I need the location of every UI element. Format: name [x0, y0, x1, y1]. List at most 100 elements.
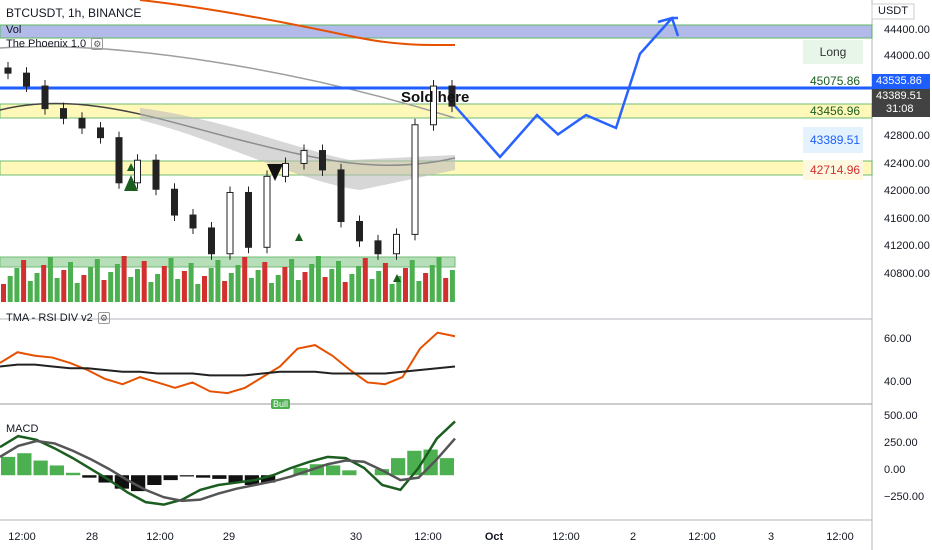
- macd-tick: 250.00: [884, 437, 918, 449]
- volume-bar: [449, 270, 455, 302]
- macd-tick: 500.00: [884, 410, 918, 422]
- candle-body: [97, 127, 104, 139]
- date-tick: 29: [222, 531, 236, 543]
- volume-bar: [195, 284, 201, 302]
- candle-body: [4, 67, 12, 74]
- volume-bar: [275, 275, 281, 302]
- volume-bar: [342, 282, 348, 302]
- macd-hist-bar: [163, 475, 178, 481]
- rsi-series-line: [0, 331, 456, 395]
- ema-red-line: [139, 0, 456, 47]
- lower-zone[interactable]: [0, 256, 456, 268]
- volume-bar: [322, 277, 328, 302]
- date-tick: 12:00: [8, 531, 36, 543]
- macd-hist-bar: [261, 475, 276, 483]
- volume-bar: [235, 265, 241, 302]
- current-price-tag-bg: [872, 89, 930, 117]
- volume-bar: [61, 270, 67, 302]
- date-tick: 2: [629, 531, 637, 543]
- price-tick: 42800.00: [884, 130, 930, 142]
- volume-bar: [47, 257, 53, 302]
- volume-bar: [101, 280, 107, 302]
- macd-hist-bar: [391, 458, 406, 476]
- macd-hist-bar: [212, 475, 227, 479]
- volume-bar: [135, 269, 140, 302]
- macd-hist-bar: [49, 465, 64, 476]
- macd-hist-bar: [293, 467, 308, 476]
- volume-bar: [155, 274, 161, 302]
- candle-body: [226, 191, 234, 255]
- rsi-bull-badge: Bull: [271, 399, 291, 409]
- volume-bar: [215, 260, 221, 302]
- high-price-tag-bg: [872, 74, 930, 90]
- macd-hist-bar: [179, 475, 194, 477]
- volume-bar: [315, 256, 321, 302]
- volume-bar: [81, 275, 87, 302]
- volume-bar: [168, 258, 174, 302]
- volume-bar: [255, 270, 261, 302]
- macd-hist-bar: [82, 475, 97, 478]
- macd-histogram: [1, 449, 454, 492]
- long-label: Long: [819, 45, 847, 59]
- price-tick: 44400.00: [884, 24, 930, 36]
- macd-line: [0, 420, 456, 506]
- volume-bar: [181, 271, 187, 302]
- date-tick: 3: [767, 531, 775, 543]
- level-4-label: 42714.96: [810, 163, 861, 177]
- macd-hist-bar: [228, 475, 243, 483]
- macd-hist-bar: [17, 453, 32, 476]
- volume-bar: [114, 264, 120, 302]
- volume-bar: [382, 263, 388, 302]
- volume-bar: [1, 284, 6, 302]
- level-1-label: 45075.86: [810, 74, 861, 88]
- rsi-smooth-line: [0, 363, 456, 377]
- currency-label: USDT: [878, 5, 908, 17]
- price-tick: 41600.00: [884, 213, 930, 225]
- macd-hist-bar: [439, 458, 454, 476]
- ribbon-cloud: [140, 108, 455, 190]
- date-tick: 12:00: [146, 531, 174, 543]
- level-box-3: [803, 127, 863, 153]
- candle-body: [411, 124, 419, 235]
- volume-bar: [27, 281, 33, 302]
- volume-bar: [403, 268, 408, 302]
- volume-bar: [416, 281, 422, 302]
- candle-body: [430, 85, 437, 126]
- volume-bar: [141, 261, 147, 302]
- volume-bar: [121, 256, 127, 302]
- volume-bar: [443, 278, 449, 302]
- volume-bar: [175, 279, 181, 302]
- projection-path[interactable]: [454, 16, 678, 159]
- candle-body: [263, 175, 271, 248]
- volume-bar: [376, 271, 382, 302]
- date-tick: 30: [349, 531, 363, 543]
- macd-hist-bar: [147, 475, 162, 485]
- candle-body: [282, 162, 289, 177]
- volume-bar: [349, 274, 355, 302]
- sold-here-annotation: Sold here: [401, 89, 470, 106]
- currency-tag-bg: [871, 3, 915, 20]
- indicator-label: The Phoenix 1.0 ⚙: [6, 38, 104, 50]
- volume-bar: [302, 272, 308, 302]
- settings-icon[interactable]: ⚙: [91, 38, 104, 50]
- macd-hist-bar: [66, 472, 81, 476]
- price-tick: 40800.00: [884, 268, 930, 280]
- volume-bar: [94, 259, 100, 302]
- date-tick: 12:00: [688, 531, 716, 543]
- settings-icon[interactable]: ⚙: [97, 312, 110, 324]
- long-box: [803, 40, 863, 64]
- price-tick: 41200.00: [884, 240, 930, 252]
- volume-bar: [128, 277, 134, 302]
- candles-group: [4, 61, 456, 260]
- volume-bar: [262, 262, 268, 302]
- date-tick: 12:00: [826, 531, 854, 543]
- macd-tick: −250.00: [884, 491, 925, 503]
- countdown-tag: 31:08: [886, 103, 914, 115]
- volume-group: [1, 256, 455, 302]
- volume-bar: [409, 260, 415, 302]
- top-zone[interactable]: [0, 24, 873, 39]
- date-tick: Oct: [484, 531, 504, 543]
- candle-body: [245, 191, 252, 248]
- rsi-panel-title: TMA - RSI DIV v2 ⚙: [6, 312, 110, 324]
